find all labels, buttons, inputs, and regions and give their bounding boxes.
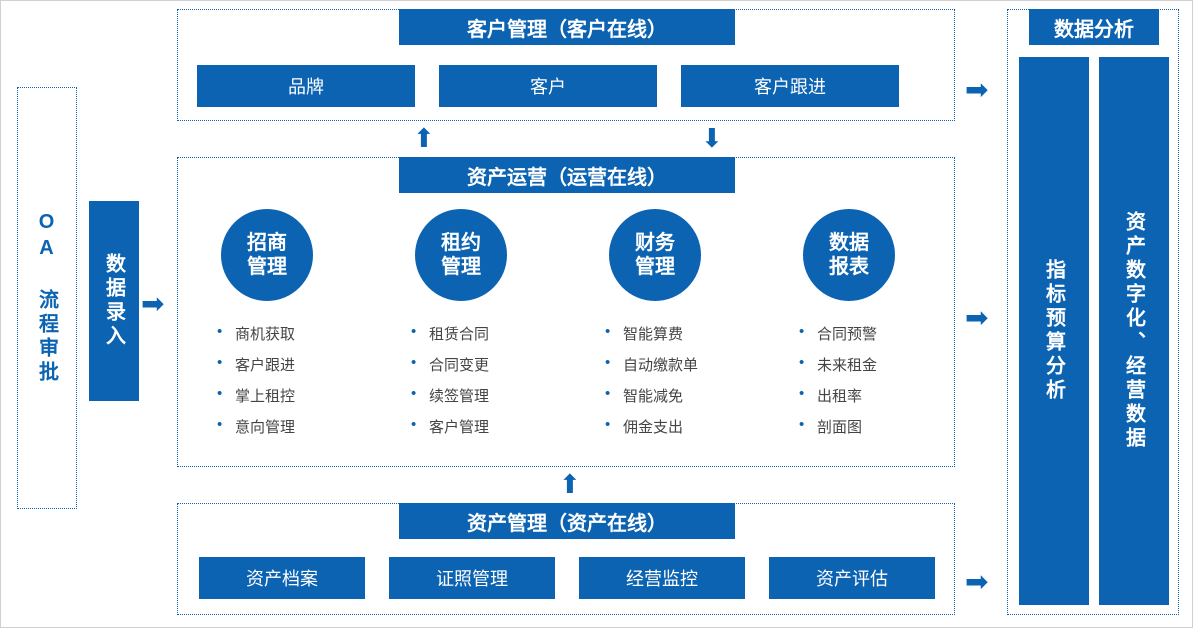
oa-panel: OA 流程审批 — [17, 87, 77, 509]
ops-item: 续签管理 — [411, 385, 571, 406]
ops-item: 智能减免 — [605, 385, 765, 406]
oa-label: OA 流程审批 — [33, 211, 62, 385]
asset-box-1: 证照管理 — [389, 557, 555, 599]
arrow-asset-to-ops: ⬆ — [559, 469, 581, 500]
analysis-title: 数据分析 — [1029, 9, 1159, 45]
arrow-asset-right: ➡ — [965, 565, 988, 598]
ops-item: 租赁合同 — [411, 323, 571, 344]
ops-circle-1: 租约 管理 — [415, 209, 507, 301]
data-entry-label: 数据录入 — [100, 253, 129, 349]
ops-item: 掌上租控 — [217, 385, 377, 406]
ops-item: 未来租金 — [799, 354, 959, 375]
asset-box-0: 资产档案 — [199, 557, 365, 599]
analysis-col-1: 指标预算分析 — [1019, 57, 1089, 605]
customer-box-brand: 品牌 — [197, 65, 415, 107]
ops-items-0: 商机获取 客户跟进 掌上租控 意向管理 — [217, 313, 377, 447]
ops-item: 出租率 — [799, 385, 959, 406]
ops-item: 意向管理 — [217, 416, 377, 437]
assets-title: 资产管理（资产在线） — [399, 503, 735, 539]
analysis-col-2: 资产数字化、经营数据 — [1099, 57, 1169, 605]
ops-item: 合同变更 — [411, 354, 571, 375]
data-entry-panel: 数据录入 — [89, 201, 139, 401]
arrow-ops-to-cust: ⬆ — [413, 123, 435, 154]
arrow-cust-to-ops: ⬇ — [701, 123, 723, 154]
ops-items-1: 租赁合同 合同变更 续签管理 客户管理 — [411, 313, 571, 447]
ops-circle-2: 财务 管理 — [609, 209, 701, 301]
ops-item: 客户跟进 — [217, 354, 377, 375]
ops-item: 佣金支出 — [605, 416, 765, 437]
ops-items-3: 合同预警 未来租金 出租率 剖面图 — [799, 313, 959, 447]
ops-item: 客户管理 — [411, 416, 571, 437]
asset-box-2: 经营监控 — [579, 557, 745, 599]
operations-title: 资产运营（运营在线） — [399, 157, 735, 193]
arrow-ops-right: ➡ — [965, 301, 988, 334]
customer-box-client: 客户 — [439, 65, 657, 107]
ops-item: 合同预警 — [799, 323, 959, 344]
ops-item: 智能算费 — [605, 323, 765, 344]
analysis-col-1-label: 指标预算分析 — [1040, 259, 1069, 403]
analysis-col-2-label: 资产数字化、经营数据 — [1120, 211, 1149, 451]
ops-item: 自动缴款单 — [605, 354, 765, 375]
customer-box-follow: 客户跟进 — [681, 65, 899, 107]
customer-title: 客户管理（客户在线） — [399, 9, 735, 45]
ops-item: 剖面图 — [799, 416, 959, 437]
ops-circle-3: 数据 报表 — [803, 209, 895, 301]
ops-circle-0: 招商 管理 — [221, 209, 313, 301]
ops-item: 商机获取 — [217, 323, 377, 344]
asset-box-3: 资产评估 — [769, 557, 935, 599]
ops-items-2: 智能算费 自动缴款单 智能减免 佣金支出 — [605, 313, 765, 447]
arrow-cust-right: ➡ — [965, 73, 988, 106]
arrow-entry-to-main: ➡ — [141, 287, 164, 320]
